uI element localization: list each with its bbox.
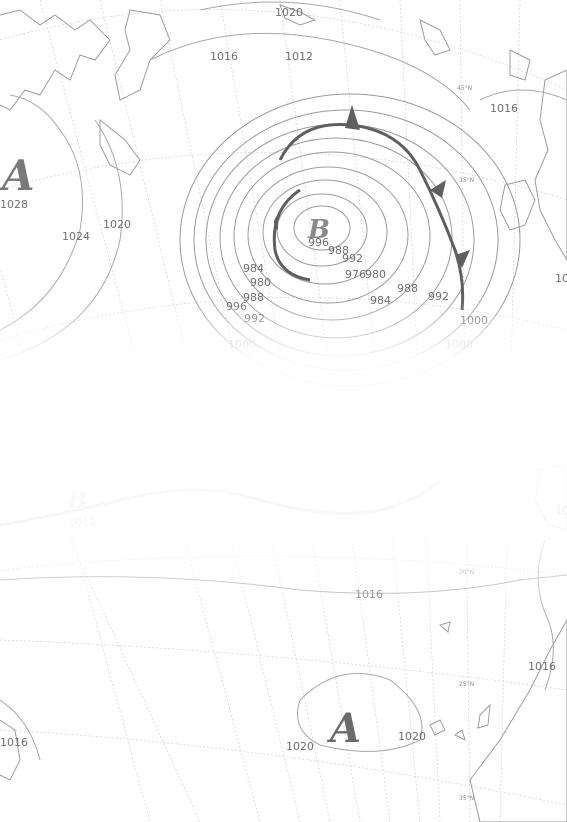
isobar-label: 980 [365, 268, 386, 281]
front-symbols [274, 105, 470, 268]
latitude-label: 35°N [459, 795, 474, 802]
isobar-label: 1020 [286, 740, 314, 753]
isobar-label: 1016 [210, 50, 238, 63]
isobar-label: 1020 [103, 218, 131, 231]
isobar-label: 1024 [62, 230, 90, 243]
isobar-label: 1012 [68, 516, 96, 529]
high-center-letter: A [0, 151, 35, 200]
isobar-label: 1000 [460, 314, 488, 327]
isobar-label: 1020 [398, 730, 426, 743]
latitude-label: 45°N [457, 85, 472, 92]
high-azores-center-letter: A [326, 705, 361, 752]
isobar-label: 1016 [528, 660, 556, 673]
fronts [272, 122, 465, 311]
isobar-label: 996 [308, 236, 329, 249]
isobar-label: 976 [345, 268, 366, 281]
isobar-label: 988 [397, 282, 418, 295]
isobar-label: 992 [244, 312, 265, 325]
isobar-label: 988 [328, 244, 349, 257]
low-center-letter: B [307, 215, 330, 245]
latitude-label: 25°N [459, 681, 474, 688]
isobar-label: 1016 [490, 102, 518, 115]
isobar-label: 1016 [555, 504, 567, 517]
isobar-label: 1012 [285, 50, 313, 63]
isobar-label: 980 [250, 276, 271, 289]
low-faded-center-letter: B [67, 488, 87, 514]
isobar-label: 992 [428, 290, 449, 303]
isobar-label: 984 [370, 294, 391, 307]
isobar-label: 1016 [555, 272, 567, 285]
isobar-label: 1016 [355, 588, 383, 601]
latitude-label: 35°N [459, 177, 474, 184]
isobar-label: 1028 [0, 198, 28, 211]
isobar-label: 1016 [0, 736, 28, 749]
isobar-label: 1020 [275, 6, 303, 19]
isobar-label: 984 [243, 262, 264, 275]
isobar-label: 1000 [228, 338, 256, 351]
isobar-label: 1000 [445, 338, 473, 351]
isobar-label: 992 [342, 252, 363, 265]
latitude-label: 30°N [459, 569, 474, 576]
